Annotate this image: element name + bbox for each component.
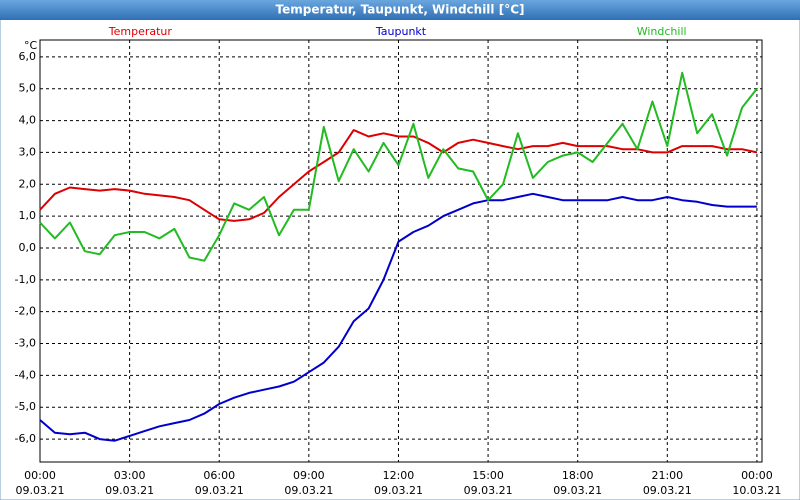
x-tick-date: 09.03.21 <box>374 484 423 497</box>
x-tick-date: 09.03.21 <box>16 484 65 497</box>
plot-area <box>39 39 763 463</box>
x-tick-label: 00:00 <box>741 469 773 482</box>
y-tick-label: -4,0 <box>15 368 36 381</box>
x-tick-label: 21:00 <box>651 469 683 482</box>
chart-title: Temperatur, Taupunkt, Windchill [°C] <box>276 3 525 17</box>
legend-label: Temperatur <box>108 25 173 38</box>
y-tick-label: -6,0 <box>15 432 36 445</box>
x-tick-label: 12:00 <box>383 469 415 482</box>
x-tick-date: 09.03.21 <box>284 484 333 497</box>
x-tick-date: 09.03.21 <box>643 484 692 497</box>
x-tick-date: 09.03.21 <box>105 484 154 497</box>
x-tick-label: 18:00 <box>562 469 594 482</box>
x-tick-date: 09.03.21 <box>464 484 513 497</box>
title-bar <box>0 0 800 20</box>
x-tick-label: 03:00 <box>114 469 146 482</box>
x-tick-date: 10.03.21 <box>732 484 781 497</box>
y-tick-label: -5,0 <box>15 400 36 413</box>
y-tick-label: 1,0 <box>19 209 37 222</box>
y-tick-label: -2,0 <box>15 305 36 318</box>
x-tick-date: 09.03.21 <box>553 484 602 497</box>
y-tick-label: 6,0 <box>19 50 37 63</box>
legend-label: Windchill <box>637 25 687 38</box>
x-tick-label: 00:00 <box>24 469 56 482</box>
y-tick-label: 2,0 <box>19 177 37 190</box>
series-line <box>39 192 757 442</box>
y-tick-label: 5,0 <box>19 82 37 95</box>
series-line <box>39 71 758 262</box>
y-unit: °C <box>24 39 38 52</box>
y-tick-label: -1,0 <box>15 273 36 286</box>
y-tick-label: -3,0 <box>15 337 36 350</box>
legend-label: Taupunkt <box>375 25 427 38</box>
x-tick-label: 09:00 <box>293 469 325 482</box>
x-tick-label: 06:00 <box>203 469 235 482</box>
x-tick-date: 09.03.21 <box>195 484 244 497</box>
y-tick-label: 4,0 <box>19 114 37 127</box>
x-tick-label: 15:00 <box>472 469 504 482</box>
y-tick-label: 3,0 <box>19 145 37 158</box>
y-tick-label: 0,0 <box>19 241 37 254</box>
